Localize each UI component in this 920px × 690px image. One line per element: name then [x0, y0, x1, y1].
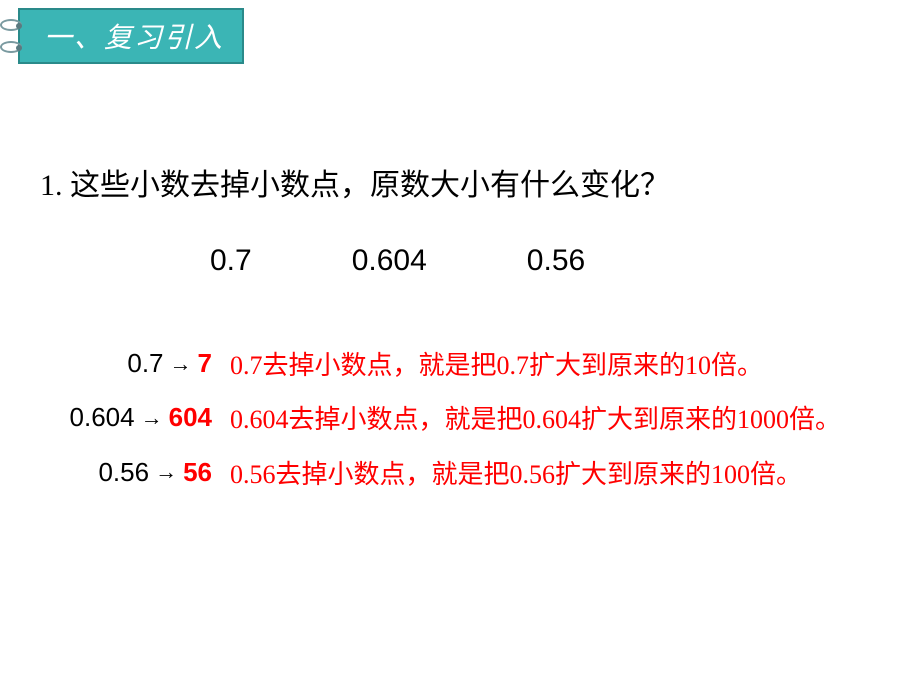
transform-3: 0.56 → 56: [40, 457, 230, 488]
arrow-icon: →: [170, 351, 192, 377]
explanation-1: 0.7去掉小数点，就是把0.7扩大到原来的10倍。: [230, 348, 880, 384]
from-num-2: 0.604: [70, 402, 135, 433]
from-num-1: 0.7: [127, 348, 163, 379]
section-title: 一、复习引入: [18, 8, 244, 64]
to-num-1: 7: [198, 348, 212, 379]
to-num-2: 604: [169, 402, 212, 433]
numbers-row: 0.7 0.604 0.56: [210, 244, 880, 278]
question-text: 1. 这些小数去掉小数点，原数大小有什么变化？: [40, 160, 880, 204]
explanation-3: 0.56去掉小数点，就是把0.56扩大到原来的100倍。: [230, 457, 880, 493]
answer-row-3: 0.56 → 56 0.56去掉小数点，就是把0.56扩大到原来的100倍。: [40, 457, 880, 493]
transform-2: 0.604 → 604: [40, 402, 230, 433]
number-2: 0.604: [352, 244, 427, 278]
arrow-icon: →: [155, 459, 177, 485]
explanation-2: 0.604去掉小数点，就是把0.604扩大到原来的1000倍。: [230, 402, 880, 438]
answer-row-1: 0.7 → 7 0.7去掉小数点，就是把0.7扩大到原来的10倍。: [40, 348, 880, 384]
spiral-binding-icon: [0, 19, 22, 53]
to-num-3: 56: [183, 457, 212, 488]
transform-1: 0.7 → 7: [40, 348, 230, 379]
from-num-3: 0.56: [98, 457, 149, 488]
arrow-icon: →: [141, 405, 163, 431]
number-1: 0.7: [210, 244, 252, 278]
number-3: 0.56: [527, 244, 585, 278]
answer-row-2: 0.604 → 604 0.604去掉小数点，就是把0.604扩大到原来的100…: [40, 402, 880, 438]
header-banner: 一、复习引入: [0, 8, 244, 64]
content-area: 1. 这些小数去掉小数点，原数大小有什么变化？ 0.7 0.604 0.56 0…: [40, 160, 880, 511]
